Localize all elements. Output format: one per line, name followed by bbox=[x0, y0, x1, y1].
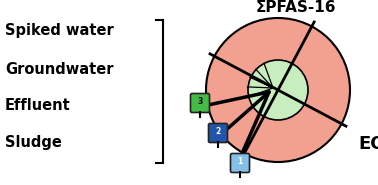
Text: 1: 1 bbox=[237, 157, 243, 166]
FancyBboxPatch shape bbox=[191, 93, 209, 112]
Text: Effluent: Effluent bbox=[5, 97, 71, 112]
FancyBboxPatch shape bbox=[231, 154, 249, 172]
Text: 2: 2 bbox=[215, 127, 221, 137]
Text: 3: 3 bbox=[197, 97, 203, 107]
Circle shape bbox=[206, 18, 350, 162]
Text: Groundwater: Groundwater bbox=[5, 63, 113, 78]
Text: EOF: EOF bbox=[358, 135, 378, 153]
FancyBboxPatch shape bbox=[209, 124, 228, 142]
Text: ΣPFAS-16: ΣPFAS-16 bbox=[256, 0, 336, 15]
Text: Spiked water: Spiked water bbox=[5, 23, 114, 38]
Circle shape bbox=[248, 60, 308, 120]
Text: Sludge: Sludge bbox=[5, 135, 62, 151]
